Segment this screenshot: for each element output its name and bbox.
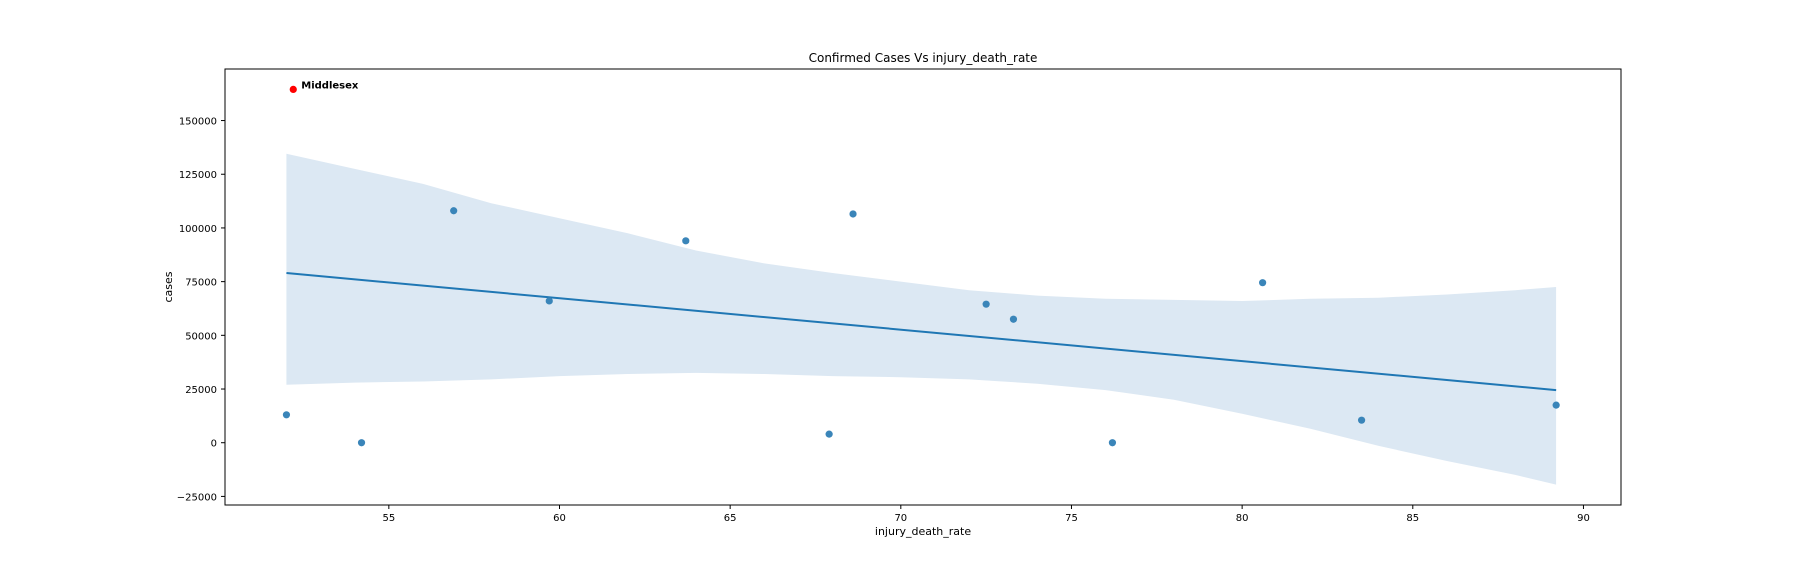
y-ticks: −25000 0 25000 50000 75000 100000 125000 150000: [177, 117, 225, 503]
data-point: [1009, 315, 1018, 323]
data-point: [682, 237, 690, 245]
y-tick-label: 150000: [179, 117, 217, 128]
regression-line: [286, 272, 1557, 392]
y-tick-label: 50000: [185, 331, 217, 342]
x-tick-label: 85: [1406, 513, 1419, 524]
x-axis-label: injury_death_rate: [875, 525, 971, 538]
y-axis-label: cases: [162, 271, 175, 302]
data-points-layer: [282, 207, 1560, 447]
data-point: [450, 207, 458, 215]
y-tick-label: 75000: [185, 278, 217, 289]
data-point: [825, 430, 833, 438]
data-point: [1259, 279, 1267, 287]
data-point: [1108, 439, 1117, 447]
data-point: [849, 210, 857, 218]
chart-title: Confirmed Cases Vs injury_death_rate: [809, 51, 1038, 65]
highlight-label: Middlesex: [301, 80, 359, 91]
plot-frame: [224, 68, 1622, 506]
x-ticks: 55 60 65 70 75 80 85 90: [382, 505, 1590, 524]
x-tick-label: 90: [1577, 513, 1590, 524]
x-tick-label: 55: [382, 513, 395, 524]
data-point: [357, 439, 366, 447]
y-tick-label: 100000: [179, 224, 217, 235]
highlight-point: [289, 85, 297, 94]
regression-line-layer: [286, 272, 1557, 392]
highlight-layer: Middlesex: [289, 80, 359, 94]
y-tick-label: 0: [211, 439, 217, 450]
x-tick-label: 60: [553, 513, 566, 524]
x-tick-label: 65: [724, 513, 737, 524]
y-tick-label: 125000: [179, 170, 217, 181]
data-point: [282, 411, 291, 419]
x-tick-label: 80: [1236, 513, 1249, 524]
confidence-band: [286, 153, 1557, 485]
data-point: [1357, 416, 1366, 424]
data-point: [982, 300, 990, 308]
data-point: [545, 297, 553, 305]
y-tick-label: −25000: [177, 492, 217, 503]
y-tick-label: 25000: [185, 385, 217, 396]
data-point: [1552, 401, 1560, 409]
x-tick-label: 70: [894, 513, 907, 524]
x-tick-label: 75: [1065, 513, 1078, 524]
confidence-band-layer: [286, 153, 1557, 485]
